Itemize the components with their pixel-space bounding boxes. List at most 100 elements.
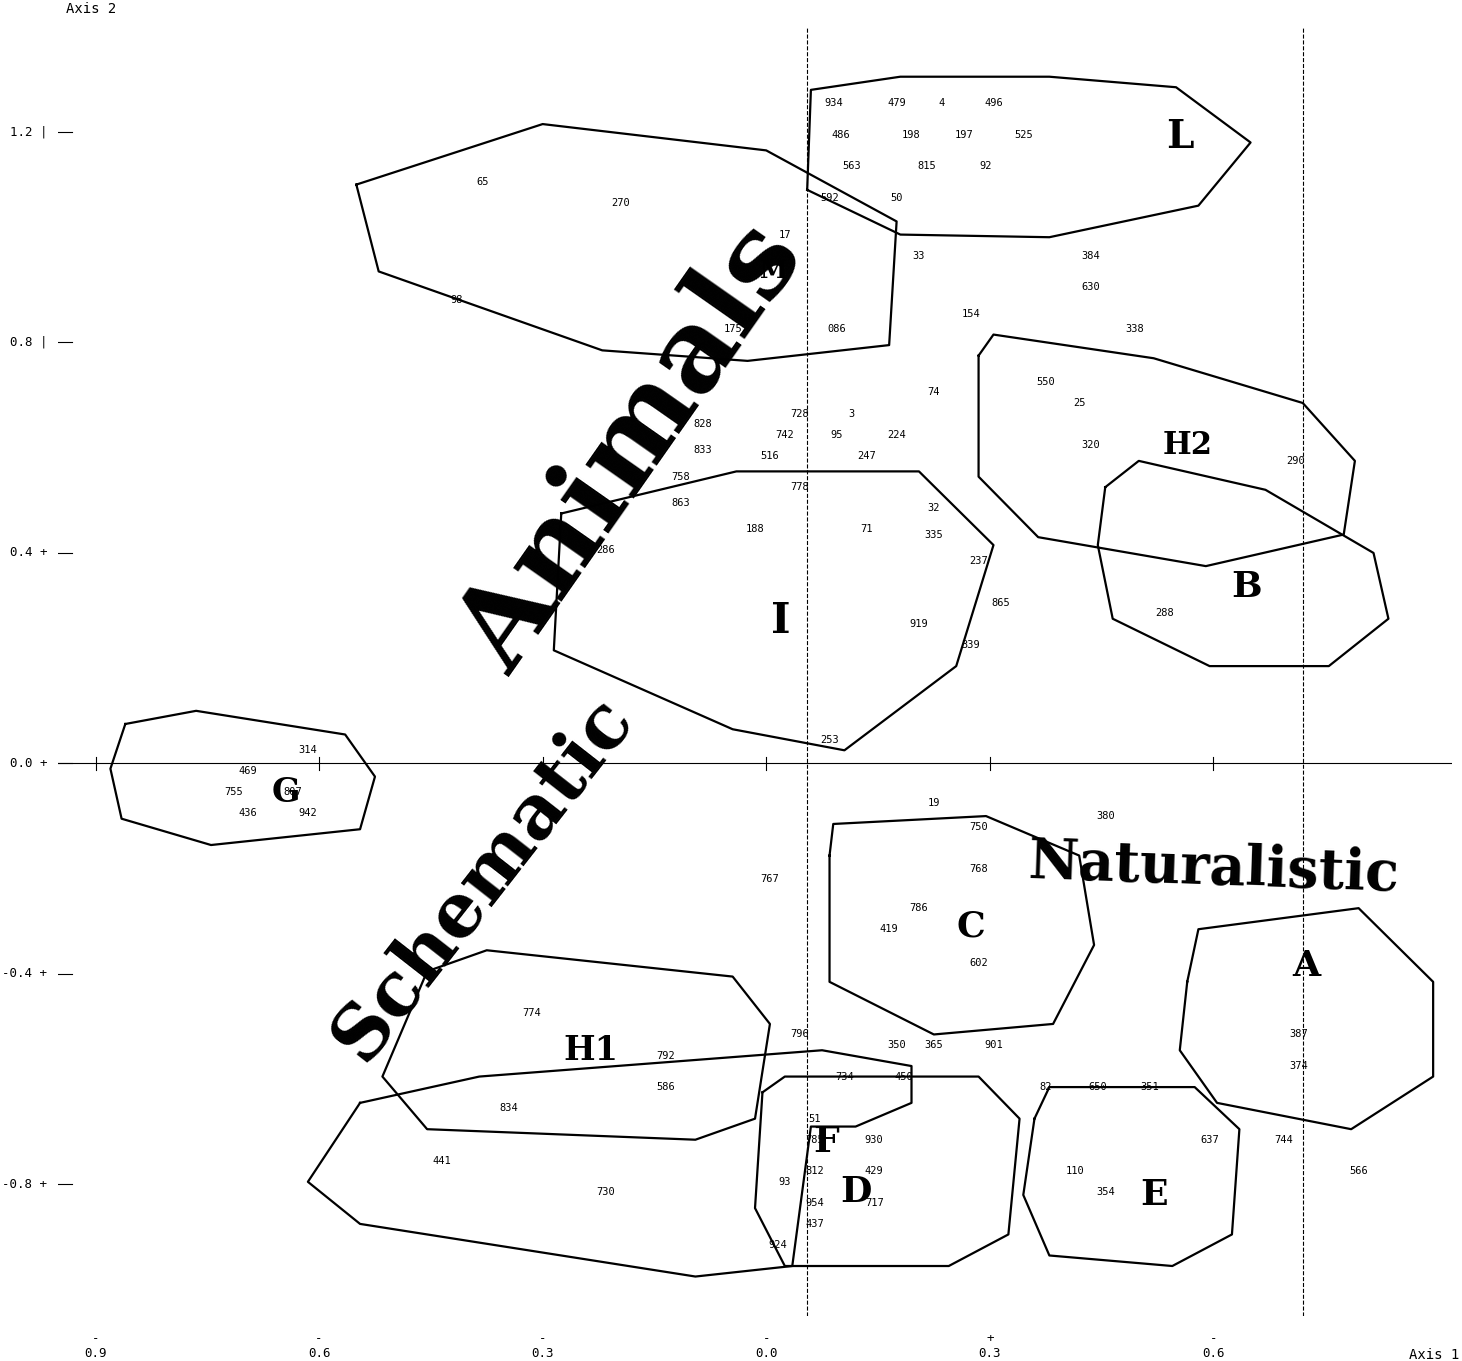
- Text: Naturalistic: Naturalistic: [1026, 834, 1401, 902]
- Text: 450: 450: [895, 1071, 914, 1082]
- Text: 637: 637: [1200, 1135, 1219, 1145]
- Text: 93: 93: [779, 1177, 791, 1187]
- Text: 792: 792: [656, 1051, 675, 1060]
- Text: 834: 834: [500, 1104, 519, 1113]
- Text: 224: 224: [887, 430, 906, 440]
- Text: 339: 339: [962, 640, 981, 651]
- Text: -
0.9: - 0.9: [85, 1332, 107, 1360]
- Text: 516: 516: [760, 450, 779, 460]
- Text: 71: 71: [861, 524, 873, 535]
- Text: 32: 32: [927, 504, 940, 513]
- Text: 496: 496: [984, 98, 1003, 108]
- Text: 419: 419: [880, 924, 899, 934]
- Text: 930: 930: [866, 1135, 883, 1145]
- Text: 335: 335: [924, 529, 943, 539]
- Text: -0.4 +: -0.4 +: [1, 968, 47, 980]
- Text: 592: 592: [820, 193, 839, 203]
- Text: -0.8 +: -0.8 +: [1, 1177, 47, 1191]
- Text: 74: 74: [927, 388, 940, 397]
- Text: 175: 175: [724, 324, 743, 335]
- Text: 50: 50: [890, 193, 904, 203]
- Text: 812: 812: [806, 1166, 825, 1176]
- Text: 566: 566: [1349, 1166, 1368, 1176]
- Text: 33: 33: [912, 250, 925, 261]
- Text: 778: 778: [791, 482, 808, 493]
- Text: L: L: [1167, 118, 1193, 157]
- Text: 767: 767: [760, 874, 779, 885]
- Text: Animals: Animals: [439, 204, 826, 691]
- Text: 197: 197: [955, 129, 974, 140]
- Text: -
0.3: - 0.3: [531, 1332, 554, 1360]
- Text: 387: 387: [1289, 1029, 1308, 1040]
- Text: 314: 314: [298, 746, 317, 755]
- Text: -
0.6: - 0.6: [308, 1332, 330, 1360]
- Text: 954: 954: [806, 1198, 825, 1207]
- Text: 750: 750: [969, 822, 988, 832]
- Text: +
0.3: + 0.3: [978, 1332, 1001, 1360]
- Text: 650: 650: [1088, 1082, 1107, 1092]
- Text: 25: 25: [1073, 397, 1085, 408]
- Text: 734: 734: [835, 1071, 854, 1082]
- Text: 237: 237: [969, 555, 988, 566]
- Text: 717: 717: [866, 1198, 883, 1207]
- Text: 290: 290: [1287, 456, 1304, 465]
- Text: 3: 3: [849, 408, 855, 418]
- Text: 768: 768: [969, 864, 988, 874]
- Text: 286: 286: [596, 546, 616, 555]
- Text: 942: 942: [298, 808, 317, 818]
- Text: 380: 380: [1096, 811, 1114, 821]
- Text: 602: 602: [969, 958, 988, 969]
- Text: B: B: [1231, 570, 1262, 604]
- Text: 384: 384: [1080, 250, 1099, 261]
- Text: 924: 924: [768, 1240, 787, 1249]
- Text: 17: 17: [779, 230, 791, 240]
- Text: 785: 785: [806, 1135, 825, 1145]
- Text: Axis 2: Axis 2: [66, 3, 115, 16]
- Text: 365: 365: [924, 1040, 943, 1049]
- Text: 82: 82: [1039, 1082, 1051, 1092]
- Text: 437: 437: [806, 1219, 825, 1229]
- Text: 086: 086: [827, 324, 846, 335]
- Text: 436: 436: [238, 808, 257, 818]
- Text: 351: 351: [1140, 1082, 1159, 1092]
- Text: 730: 730: [596, 1187, 616, 1198]
- Text: H1: H1: [563, 1034, 618, 1067]
- Text: 469: 469: [238, 766, 257, 776]
- Text: D: D: [841, 1176, 871, 1210]
- Text: -
0.0: - 0.0: [754, 1332, 778, 1360]
- Text: 441: 441: [433, 1155, 452, 1166]
- Text: 110: 110: [1066, 1166, 1085, 1176]
- Text: I: I: [772, 600, 791, 642]
- Text: 630: 630: [1080, 282, 1099, 293]
- Text: 742: 742: [775, 430, 794, 440]
- Text: 98: 98: [450, 295, 463, 305]
- Text: 828: 828: [693, 419, 712, 429]
- Text: 744: 744: [1275, 1135, 1294, 1145]
- Text: 479: 479: [887, 98, 906, 108]
- Text: 786: 786: [909, 904, 928, 913]
- Text: 550: 550: [1037, 377, 1056, 387]
- Text: F: F: [813, 1126, 839, 1160]
- Text: 901: 901: [984, 1040, 1003, 1049]
- Text: 95: 95: [830, 430, 844, 440]
- Text: Schematic: Schematic: [319, 683, 648, 1075]
- Text: 774: 774: [522, 1009, 541, 1018]
- Text: 288: 288: [1155, 608, 1174, 618]
- Text: 833: 833: [693, 445, 712, 456]
- Text: 247: 247: [857, 450, 876, 460]
- Text: 796: 796: [791, 1029, 808, 1040]
- Text: 865: 865: [991, 597, 1010, 608]
- Text: 188: 188: [746, 524, 765, 535]
- Text: 758: 758: [671, 472, 690, 482]
- Text: G: G: [272, 776, 300, 808]
- Text: 486: 486: [832, 129, 849, 140]
- Text: -
0.6: - 0.6: [1202, 1332, 1225, 1360]
- Text: 0.8 |: 0.8 |: [10, 336, 47, 348]
- Text: 19: 19: [927, 798, 940, 808]
- Text: C: C: [956, 909, 985, 943]
- Text: 253: 253: [820, 735, 839, 744]
- Text: 65: 65: [477, 177, 490, 186]
- Text: 198: 198: [902, 129, 921, 140]
- Text: 1.2 |: 1.2 |: [10, 125, 47, 139]
- Text: 755: 755: [224, 788, 243, 798]
